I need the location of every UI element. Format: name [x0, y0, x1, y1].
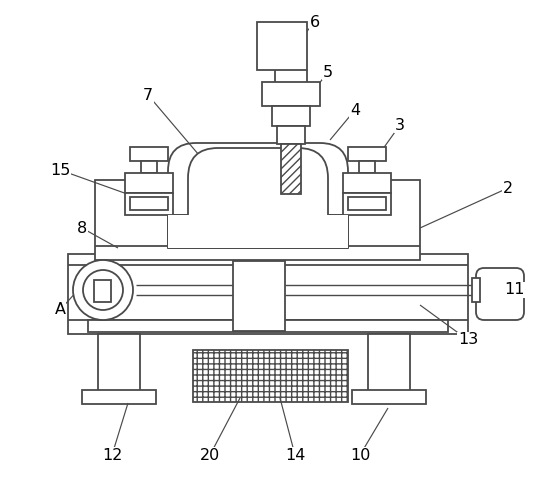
Bar [277, 126, 305, 144]
Text: 6: 6 [310, 15, 320, 30]
Bar [257, 22, 307, 70]
Text: 13: 13 [458, 332, 478, 348]
Text: 10: 10 [350, 448, 370, 462]
Bar [272, 106, 310, 126]
Bar [141, 161, 157, 173]
Bar [262, 82, 320, 106]
Bar [348, 197, 386, 210]
Bar [130, 197, 168, 210]
Bar [352, 390, 426, 404]
Bar [168, 215, 348, 248]
Text: 5: 5 [323, 64, 333, 79]
Text: 15: 15 [50, 162, 70, 178]
Text: 8: 8 [77, 220, 87, 235]
Bar [472, 278, 480, 302]
Text: 11: 11 [504, 283, 525, 297]
Bar [359, 161, 375, 173]
Text: 12: 12 [102, 448, 122, 462]
Bar [233, 261, 285, 331]
Bar [82, 390, 156, 404]
Bar [125, 193, 173, 215]
Bar [281, 144, 301, 194]
Bar [94, 280, 111, 302]
FancyBboxPatch shape [476, 268, 524, 320]
Polygon shape [168, 180, 348, 248]
Text: 3: 3 [395, 118, 405, 132]
Text: A: A [54, 302, 65, 317]
Text: 20: 20 [200, 448, 220, 462]
Bar [368, 334, 410, 392]
FancyBboxPatch shape [188, 148, 328, 248]
Bar [193, 350, 348, 402]
Text: 7: 7 [143, 88, 153, 103]
Bar [130, 147, 168, 161]
Circle shape [83, 270, 123, 310]
Text: 2: 2 [503, 181, 513, 196]
FancyBboxPatch shape [168, 143, 348, 248]
Bar [68, 254, 468, 334]
Text: 14: 14 [285, 448, 305, 462]
Circle shape [73, 260, 133, 320]
Bar [98, 334, 140, 392]
Text: 4: 4 [350, 103, 360, 118]
Bar [343, 173, 391, 193]
Bar [95, 180, 420, 260]
Bar [343, 193, 391, 215]
Bar [348, 147, 386, 161]
Bar [125, 173, 173, 193]
Bar [88, 320, 448, 332]
Bar [168, 215, 348, 248]
